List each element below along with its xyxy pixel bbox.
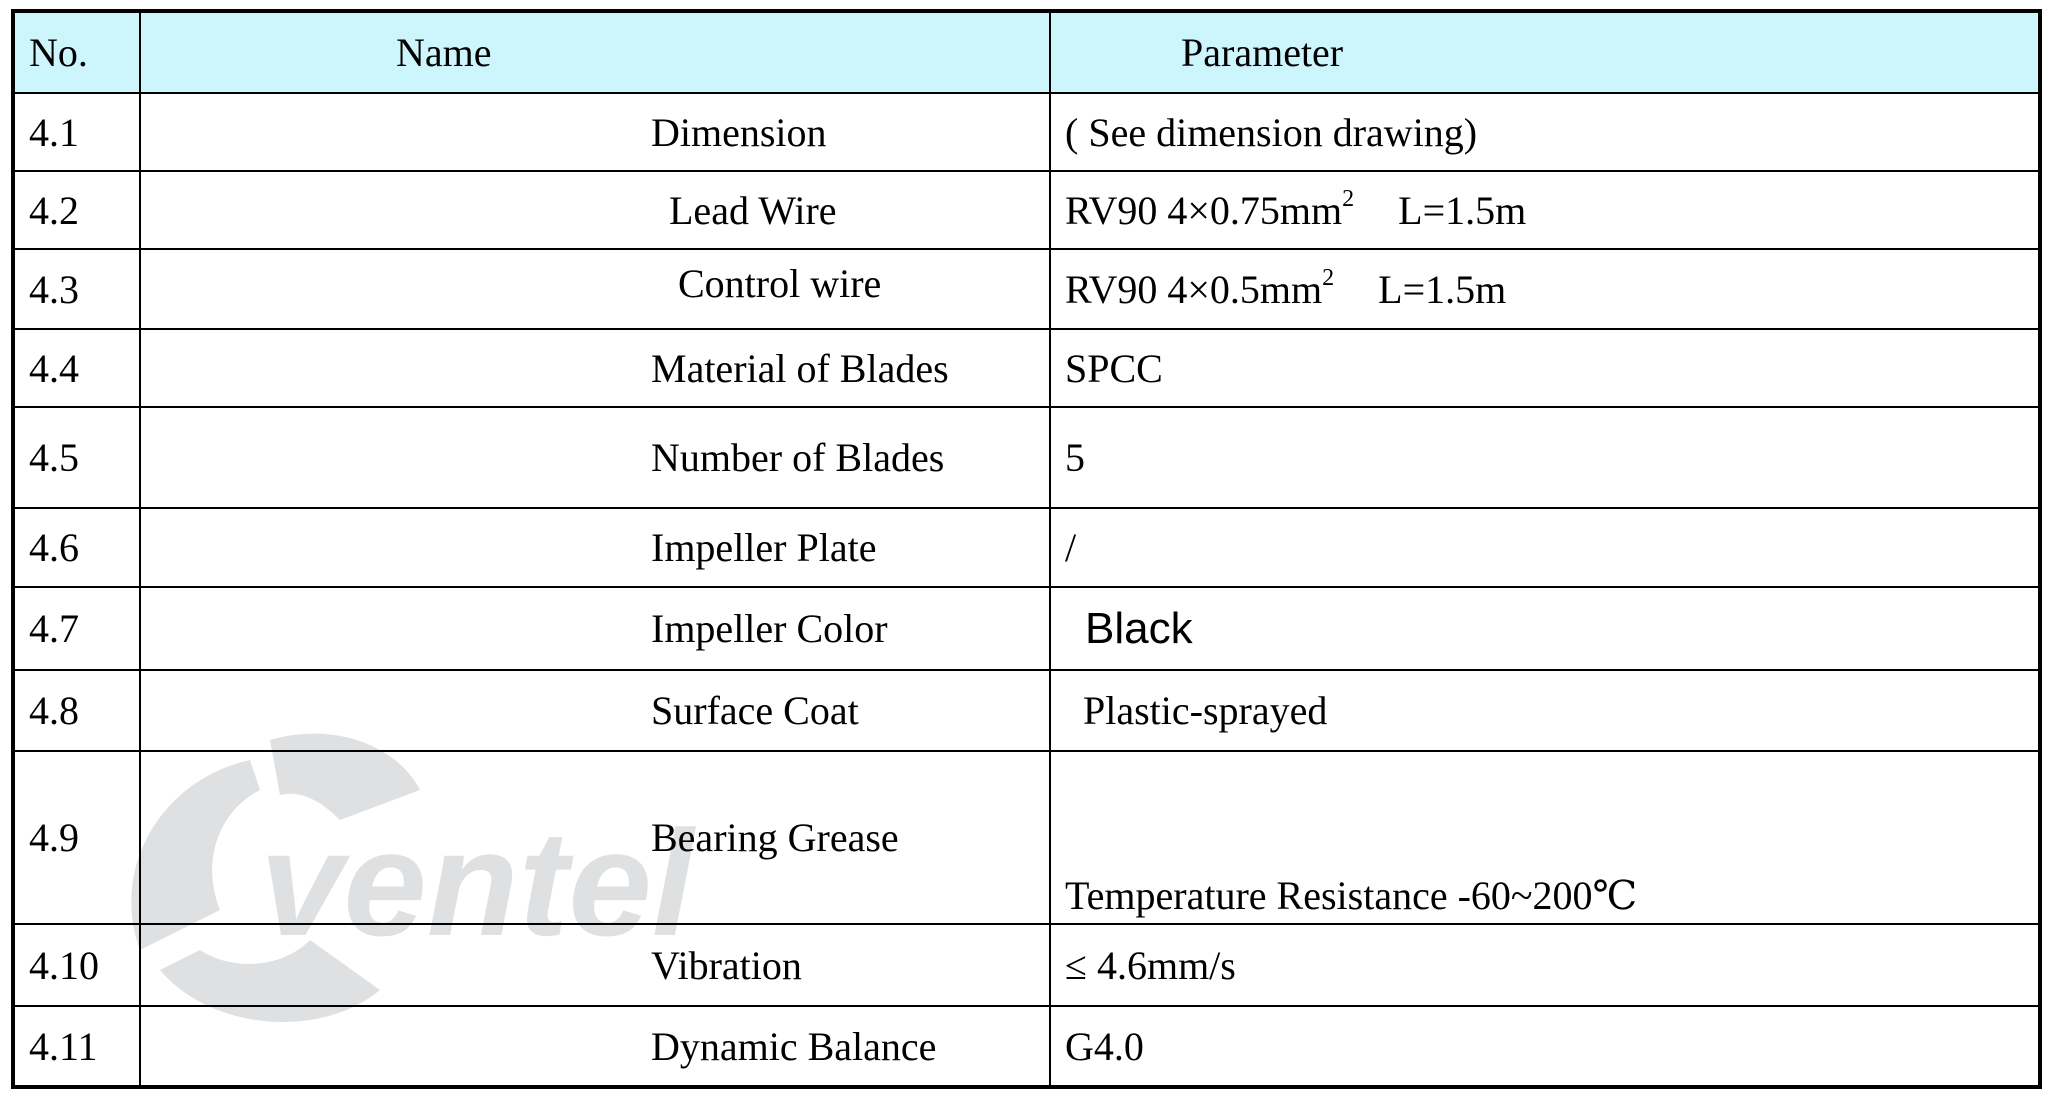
header-name: Name — [139, 10, 1051, 94]
row-name: Number of Blades — [139, 406, 1051, 509]
table-row: 4.10 Vibration ≤ 4.6mm/s — [12, 923, 2041, 1007]
header-parameter: Parameter — [1049, 10, 2041, 94]
row-no: 4.3 — [12, 248, 141, 330]
row-no: 4.11 — [12, 1005, 141, 1088]
row-no: 4.7 — [12, 586, 141, 671]
row-no: 4.2 — [12, 170, 141, 250]
row-name: Material of Blades — [139, 328, 1051, 408]
table-row: 4.5 Number of Blades 5 — [12, 406, 2041, 509]
row-param: ( See dimension drawing) — [1049, 92, 2041, 172]
row-param: / — [1049, 507, 2041, 588]
row-name: Vibration — [139, 923, 1051, 1007]
row-name: Bearing Grease — [139, 750, 1051, 925]
table-row: 4.7 Impeller Color Black — [12, 586, 2041, 671]
row-no: 4.8 — [12, 669, 141, 752]
row-param: RV90 4×0.5mm2 L=1.5m — [1049, 248, 2041, 330]
table-row: 4.9 Bearing Grease Temperature Resistanc… — [12, 750, 2041, 925]
table-row: 4.11 Dynamic Balance G4.0 — [12, 1005, 2041, 1088]
row-no: 4.9 — [12, 750, 141, 925]
table-row: 4.8 Surface Coat Plastic-sprayed — [12, 669, 2041, 752]
row-name: Impeller Color — [139, 586, 1051, 671]
table-row: 4.3 Control wire RV90 4×0.5mm2 L=1.5m — [12, 248, 2041, 330]
row-param: G4.0 — [1049, 1005, 2041, 1088]
row-name: Control wire — [139, 248, 1051, 330]
table-row: 4.1 Dimension ( See dimension drawing) — [12, 92, 2041, 172]
row-name: Impeller Plate — [139, 507, 1051, 588]
table-header-row: No. Name Parameter — [12, 10, 2041, 94]
row-no: 4.10 — [12, 923, 141, 1007]
row-param: 5 — [1049, 406, 2041, 509]
row-no: 4.4 — [12, 328, 141, 408]
table-row: 4.2 Lead Wire RV90 4×0.75mm2 L=1.5m — [12, 170, 2041, 250]
row-name: Surface Coat — [139, 669, 1051, 752]
table-row: 4.6 Impeller Plate / — [12, 507, 2041, 588]
row-name: Lead Wire — [139, 170, 1051, 250]
specification-table: No. Name Parameter 4.1 Dimension ( See d… — [11, 9, 2042, 1089]
row-param: ≤ 4.6mm/s — [1049, 923, 2041, 1007]
row-no: 4.6 — [12, 507, 141, 588]
table-row: 4.4 Material of Blades SPCC — [12, 328, 2041, 408]
row-param: Plastic-sprayed — [1049, 669, 2041, 752]
row-no: 4.1 — [12, 92, 141, 172]
row-param: RV90 4×0.75mm2 L=1.5m — [1049, 170, 2041, 250]
row-no: 4.5 — [12, 406, 141, 509]
header-no: No. — [12, 10, 141, 94]
row-name: Dynamic Balance — [139, 1005, 1051, 1088]
row-param: Black — [1049, 586, 2041, 671]
row-param: Temperature Resistance -60~200℃ — [1049, 750, 2041, 925]
row-name: Dimension — [139, 92, 1051, 172]
row-param: SPCC — [1049, 328, 2041, 408]
